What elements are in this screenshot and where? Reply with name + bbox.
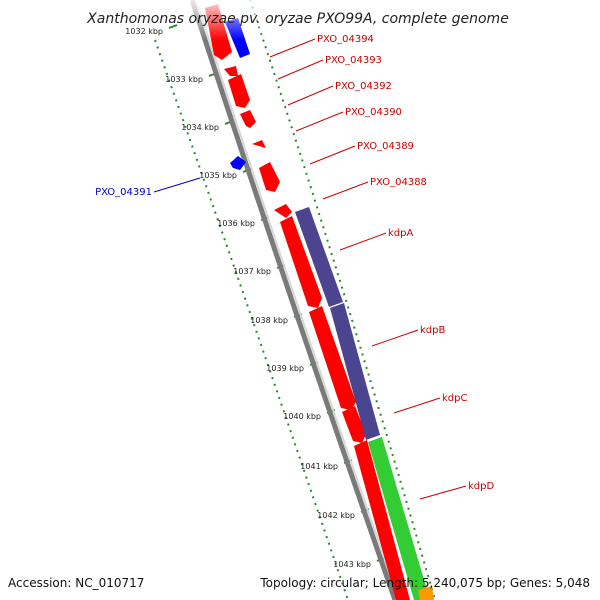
gene-label-leader	[393, 397, 441, 414]
genome-backbone-highlight	[195, 0, 400, 600]
kbp-tick: 1037 kbp	[233, 264, 286, 276]
gene-pxo-04390[interactable]	[240, 110, 256, 128]
gene-label-text[interactable]: PXO_04393	[325, 55, 382, 66]
kbp-tick: 1034 kbp	[181, 120, 234, 132]
kbp-tick-label: 1041 kbp	[300, 462, 338, 471]
gene-label-text[interactable]: kdpB	[420, 325, 445, 336]
gene-pxo-04389[interactable]	[252, 140, 266, 148]
kbp-tick: 1032 kbp	[125, 24, 178, 36]
gene-label-layer: PXO_04394 PXO_04393 PXO_04392 PXO_04390 PXO_…	[95, 34, 494, 500]
rna-track-green	[368, 437, 430, 600]
gene-kdpA[interactable]	[280, 216, 322, 308]
gene-label-text[interactable]: PXO_04392	[335, 81, 392, 92]
gene-kdpD[interactable]	[354, 440, 410, 600]
gene-pxo-04388[interactable]	[259, 162, 280, 192]
gene-pxo-04393[interactable]	[224, 66, 238, 76]
rna-track-purple-1	[295, 207, 343, 307]
accession-text: Accession: NC_010717	[8, 576, 144, 590]
gene-label-text[interactable]: kdpA	[388, 228, 413, 239]
gene-label[interactable]: PXO_04389	[309, 141, 414, 165]
kbp-tick-label: 1037 kbp	[233, 267, 271, 276]
kbp-tick-label: 1032 kbp	[125, 27, 163, 36]
kbp-tick-mark	[168, 24, 178, 29]
top-fade	[180, 0, 280, 40]
kbp-tick-label: 1035 kbp	[199, 171, 237, 180]
kbp-tick: 1035 kbp	[199, 168, 252, 180]
rna-track-orange	[418, 586, 434, 600]
gene-label-leader	[419, 485, 467, 500]
gene-label-leader	[322, 181, 369, 200]
gene-label-text[interactable]: PXO_04388	[370, 177, 427, 188]
gene-label-leader	[371, 329, 419, 347]
kbp-tick: 1039 kbp	[266, 361, 319, 373]
gene-label-leader	[295, 111, 344, 132]
gene-label-text[interactable]: PXO_04394	[317, 34, 374, 45]
kbp-tick-label: 1036 kbp	[217, 219, 255, 228]
kbp-tick-label: 1033 kbp	[165, 75, 203, 84]
gene-label[interactable]: PXO_04391	[95, 177, 201, 198]
gene-label[interactable]: kdpA	[339, 228, 413, 251]
kbp-tick: 1043 kbp	[333, 557, 386, 569]
map-title: Xanthomonas oryzae pv. oryzae PXO99A, co…	[86, 11, 509, 27]
gene-pxo-04392[interactable]	[228, 74, 250, 108]
gene-label[interactable]: PXO_04392	[287, 81, 392, 106]
kbp-tick-label: 1043 kbp	[333, 560, 371, 569]
genome-summary-text: Topology: circular; Length: 5,240,075 bp…	[259, 576, 590, 590]
gene-pxo-04391-blue[interactable]	[230, 156, 246, 170]
gene-label-leader	[287, 85, 334, 106]
gene-label[interactable]: PXO_04393	[277, 55, 382, 80]
gene-label-leader	[277, 59, 324, 80]
kbp-tick-label: 1034 kbp	[181, 123, 219, 132]
gene-kdpC[interactable]	[342, 406, 366, 443]
gene-label-text[interactable]: PXO_04390	[345, 107, 402, 118]
kbp-tick-label: 1039 kbp	[266, 364, 304, 373]
gene-label[interactable]: PXO_04388	[322, 177, 427, 200]
gene-label-text[interactable]: kdpD	[468, 481, 494, 492]
gene-small-red[interactable]	[274, 204, 292, 218]
rna-track-purple-2	[330, 303, 380, 440]
gene-label-leader	[153, 177, 201, 193]
gene-kdpB[interactable]	[309, 306, 356, 410]
kbp-tick-label: 1038 kbp	[250, 316, 288, 325]
gene-label[interactable]: kdpB	[371, 325, 445, 347]
gene-label-leader	[269, 38, 316, 58]
kbp-tick: 1033 kbp	[165, 72, 218, 84]
gene-label-text[interactable]: PXO_04391	[95, 187, 152, 198]
gene-label[interactable]: PXO_04390	[295, 107, 402, 132]
kbp-tick-label: 1040 kbp	[283, 412, 321, 421]
gene-label[interactable]: PXO_04394	[269, 34, 374, 58]
kbp-tick: 1036 kbp	[217, 216, 270, 228]
outer-dotted-ring	[249, 0, 436, 600]
genome-backbone	[189, 0, 398, 600]
gene-label-leader	[339, 232, 387, 251]
kbp-tick: 1038 kbp	[250, 313, 303, 325]
gene-label-leader	[309, 145, 356, 165]
gene-label-text[interactable]: PXO_04389	[357, 141, 414, 152]
kbp-tick: 1041 kbp	[300, 459, 353, 471]
gene-label[interactable]: kdpD	[419, 481, 494, 500]
kbp-tick-label: 1042 kbp	[317, 511, 355, 520]
gene-label-text[interactable]: kdpC	[442, 393, 467, 404]
gene-label[interactable]: kdpC	[393, 393, 467, 414]
